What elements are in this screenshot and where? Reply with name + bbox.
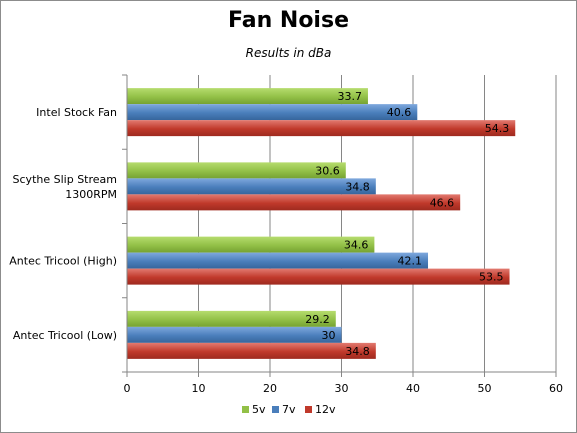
chart-title: Fan Noise: [228, 8, 349, 33]
x-tick-label: 40: [406, 382, 420, 395]
data-label: 30.6: [315, 164, 340, 177]
data-label: 46.6: [430, 196, 455, 209]
legend-label: 12v: [315, 403, 336, 416]
legend-swatch: [272, 406, 279, 413]
data-label: 34.8: [345, 345, 370, 358]
data-label: 30: [322, 329, 336, 342]
bar: [127, 252, 429, 269]
bar: [127, 120, 516, 137]
bars: [127, 88, 516, 359]
data-label: 54.3: [485, 122, 510, 135]
x-tick-label: 30: [335, 382, 349, 395]
chart-subtitle: Results in dBa: [245, 46, 332, 60]
bar: [127, 88, 368, 105]
bar: [127, 104, 418, 121]
category-label: Intel Stock Fan: [36, 106, 117, 119]
category-label: Antec Tricool (Low): [13, 329, 117, 342]
data-label: 40.6: [387, 106, 412, 119]
category-label: 1300RPM: [65, 188, 117, 201]
bar: [127, 178, 376, 195]
data-label: 33.7: [337, 90, 362, 103]
bar: [127, 268, 510, 285]
x-tick-label: 20: [263, 382, 277, 395]
labels: 33.7 30.6 34.6 29.2 40.6 34.8 42.1 30 54.3 46.6 53…: [9, 90, 563, 395]
bar: [127, 310, 336, 327]
bar: [127, 236, 375, 253]
x-tick-label: 60: [549, 382, 563, 395]
data-label: 53.5: [479, 271, 504, 284]
legend: 5v 7v 12v: [242, 403, 336, 416]
data-label: 29.2: [305, 313, 330, 326]
legend-swatch: [305, 406, 312, 413]
legend-label: 5v: [252, 403, 266, 416]
data-label: 34.6: [344, 239, 369, 252]
category-label: Scythe Slip Stream: [13, 173, 117, 186]
axes: [122, 74, 557, 377]
x-tick-label: 50: [478, 382, 492, 395]
x-tick-label: 0: [124, 382, 131, 395]
data-label: 42.1: [398, 255, 423, 268]
legend-label: 7v: [282, 403, 296, 416]
bar: [127, 342, 376, 359]
category-label: Antec Tricool (High): [9, 255, 117, 268]
bar: [127, 194, 461, 211]
legend-swatch: [242, 406, 249, 413]
data-label: 34.8: [345, 180, 370, 193]
bar: [127, 326, 342, 343]
bar: [127, 162, 346, 179]
x-tick-label: 10: [192, 382, 206, 395]
